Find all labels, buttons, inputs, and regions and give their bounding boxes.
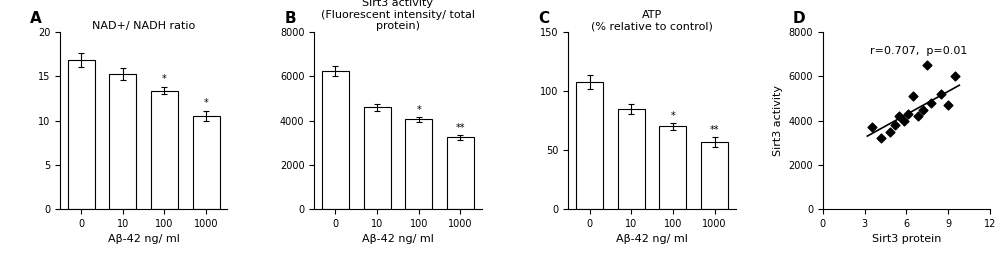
Bar — [576, 82, 603, 209]
Bar — [405, 120, 432, 209]
Text: C: C — [538, 11, 550, 26]
Title: ATP
(% relative to control): ATP (% relative to control) — [591, 10, 713, 31]
Point — [882, 129, 898, 134]
Point — [919, 63, 935, 68]
Text: **: ** — [710, 125, 719, 135]
Point — [910, 114, 926, 118]
Title: Sirt3 activity
(Fluorescent intensity/ total
protein): Sirt3 activity (Fluorescent intensity/ t… — [321, 0, 475, 31]
Point — [873, 136, 889, 140]
X-axis label: Sirt3 protein: Sirt3 protein — [872, 234, 941, 244]
Point — [923, 101, 939, 105]
Point — [900, 112, 916, 116]
Point — [864, 125, 880, 129]
Bar — [701, 142, 728, 209]
Bar — [447, 137, 474, 209]
Title: NAD+/ NADH ratio: NAD+/ NADH ratio — [92, 21, 195, 31]
Bar — [151, 91, 178, 209]
Bar — [322, 71, 349, 209]
Point — [891, 114, 907, 118]
Text: *: * — [416, 105, 421, 115]
Point — [947, 74, 963, 79]
Text: **: ** — [456, 123, 465, 133]
Point — [940, 103, 956, 107]
Bar — [193, 116, 220, 209]
Text: A: A — [30, 11, 42, 26]
X-axis label: Aβ-42 ng/ ml: Aβ-42 ng/ ml — [362, 234, 434, 244]
Text: *: * — [204, 98, 208, 108]
Point — [915, 107, 931, 112]
Text: r=0.707,  p=0.01: r=0.707, p=0.01 — [870, 46, 967, 56]
X-axis label: Aβ-42 ng/ ml: Aβ-42 ng/ ml — [616, 234, 688, 244]
Text: D: D — [793, 11, 805, 26]
Bar — [618, 109, 645, 209]
Text: *: * — [671, 111, 675, 121]
Point — [896, 118, 912, 123]
Bar — [68, 59, 95, 209]
Bar — [109, 74, 136, 209]
Point — [905, 94, 921, 98]
Text: *: * — [162, 74, 167, 84]
Bar — [364, 107, 391, 209]
Bar — [659, 126, 686, 209]
Y-axis label: Sirt3 activity: Sirt3 activity — [773, 85, 783, 156]
Text: B: B — [284, 11, 296, 26]
Point — [887, 123, 903, 127]
Point — [933, 92, 949, 96]
X-axis label: Aβ-42 ng/ ml: Aβ-42 ng/ ml — [108, 234, 180, 244]
